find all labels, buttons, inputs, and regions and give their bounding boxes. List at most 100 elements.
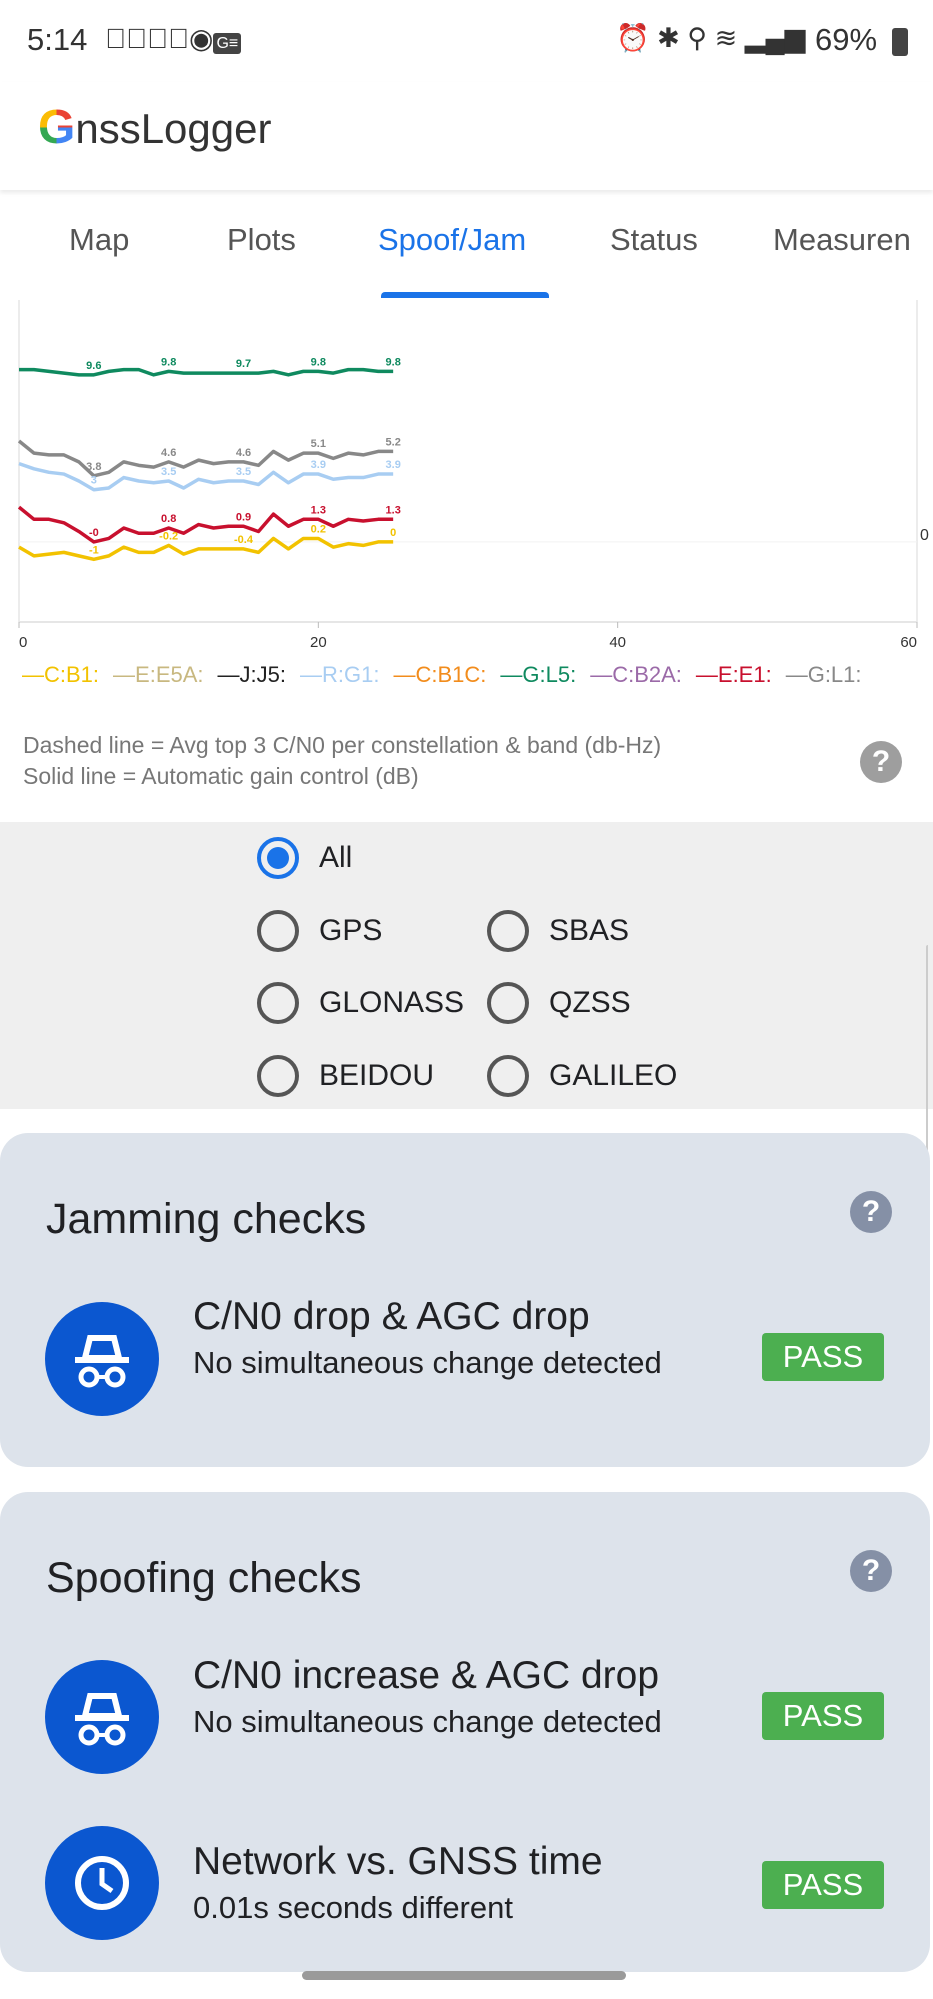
check-circle-icon: ✓⃝ (147, 23, 189, 54)
radio-all[interactable]: All (257, 837, 352, 879)
data-label: 3 (91, 475, 97, 487)
data-label: 9.8 (311, 356, 326, 368)
alarm-icon: ⏰ (616, 23, 650, 53)
legend-item: —R:G1: (299, 662, 380, 687)
data-label: 9.7 (236, 358, 251, 370)
clock: 5:14 (27, 22, 88, 57)
series-line-g-l1 (17, 439, 394, 478)
cn0-agc-chart: 0 20 40 60 0 9.6 9.8 9.7 9.8 9.8 3.8 4.6 4.6 5.1 5.2 3 3… (17, 300, 929, 651)
dashed-line-note: Dashed line = Avg top 3 C/N0 per constel… (23, 732, 662, 758)
data-label: 0 (390, 527, 396, 539)
chart-help-icon[interactable]: ? (860, 741, 902, 783)
data-label: 9.6 (86, 360, 101, 372)
data-label: 0.9 (236, 511, 251, 523)
status-badge: PASS (762, 1692, 884, 1740)
battery-level: 69% (815, 22, 878, 57)
data-label: 5.1 (311, 438, 326, 450)
constellation-filter: All GPS SBAS GLONASS QZSS BEIDOU GALILEO (0, 822, 933, 1109)
check-subtitle: 0.01s seconds different (193, 1890, 513, 1925)
card-title: Jamming checks (46, 1195, 367, 1243)
app-bar: GnssLogger (0, 82, 933, 190)
jamming-checks-card: Jamming checks ? C/N0 drop & AGC drop No… (0, 1133, 930, 1467)
radio-gps[interactable]: GPS (257, 910, 382, 952)
gesture-nav-bar[interactable] (302, 1971, 626, 1980)
legend-item: —J:J5: (217, 662, 286, 687)
radio-qzss[interactable]: QZSS (487, 982, 631, 1024)
tab-map[interactable]: Map (69, 222, 130, 257)
data-label: 4.6 (236, 447, 251, 459)
status-badge: PASS (762, 1861, 884, 1909)
data-label: 9.8 (386, 356, 401, 368)
data-label: 3.5 (236, 466, 251, 478)
legend-item: —C:B1C: (393, 662, 487, 687)
legend-item: —E:E5A: (113, 662, 204, 687)
tab-measurements[interactable]: Measuren (773, 222, 911, 257)
legend-item: —C:B1: (22, 662, 100, 687)
data-label: 5.2 (386, 436, 401, 448)
x-tick-label: 0 (19, 634, 27, 651)
chart-legend: —C:B1: —E:E5A: —J:J5: —R:G1: —C:B1C: —G:L5: —C… (22, 658, 922, 692)
solid-line-note: Solid line = Automatic gain control (dB) (23, 763, 419, 789)
status-badge: PASS (762, 1333, 884, 1381)
radio-galileo[interactable]: GALILEO (487, 1055, 677, 1097)
x-tick-label: 40 (609, 634, 626, 651)
data-label: 1.3 (311, 504, 326, 516)
radio-button[interactable] (487, 1055, 529, 1097)
google-g-logo: G (38, 101, 76, 154)
tab-status[interactable]: Status (610, 222, 698, 257)
tab-indicator (381, 292, 549, 298)
check-title: Network vs. GNSS time (193, 1840, 603, 1883)
data-label: 4.6 (161, 447, 176, 459)
data-label: 3.8 (86, 461, 101, 473)
series-line-c-b1 (18, 536, 394, 562)
check-title: C/N0 increase & AGC drop (193, 1654, 660, 1697)
legend-item: —E:E1: (695, 662, 772, 687)
tab-plots[interactable]: Plots (227, 222, 296, 257)
radio-button[interactable] (257, 910, 299, 952)
data-label: 1.3 (386, 504, 401, 516)
data-label: 3.5 (161, 466, 176, 478)
radio-button[interactable] (257, 837, 299, 879)
data-label: 0.2 (311, 523, 326, 535)
data-label: -0 (89, 527, 99, 539)
data-label: 3.9 (311, 459, 326, 471)
radio-sbas[interactable]: SBAS (487, 910, 629, 952)
radio-button[interactable] (487, 982, 529, 1024)
bluetooth-icon: ✱ (657, 23, 680, 53)
battery-charging-icon (892, 28, 908, 56)
radio-button[interactable] (257, 982, 299, 1024)
check-circle-icon: ✓⃝ (105, 23, 147, 54)
x-tick-label: 20 (310, 634, 327, 651)
data-label: -0.2 (159, 530, 178, 542)
radio-glonass[interactable]: GLONASS (257, 982, 464, 1024)
card-title: Spoofing checks (46, 1554, 362, 1602)
clock-icon (45, 1826, 159, 1940)
location-icon: ⚲ (687, 23, 708, 53)
series-line-r-g1 (18, 461, 394, 492)
radio-button[interactable] (257, 1055, 299, 1097)
series-line-g-l5 (19, 367, 394, 377)
app-title: GnssLogger (38, 101, 272, 154)
data-label: 0.8 (161, 513, 176, 525)
incognito-icon (45, 1302, 159, 1416)
x-tick-label: 60 (900, 634, 917, 651)
spoofing-help-icon[interactable]: ? (850, 1550, 892, 1592)
check-subtitle: No simultaneous change detected (193, 1704, 662, 1739)
notification-icons: ✓⃝✓⃝◉ G≡ (105, 22, 242, 55)
right-axis-label: 0 (920, 527, 929, 544)
data-label: -1 (89, 544, 99, 556)
radio-beidou[interactable]: BEIDOU (257, 1055, 434, 1097)
spoofing-checks-card: Spoofing checks ? C/N0 increase & AGC dr… (0, 1492, 930, 1972)
radio-button[interactable] (487, 910, 529, 952)
gmail-icon: G≡ (213, 33, 242, 54)
tab-spoof-jam[interactable]: Spoof/Jam (378, 222, 527, 257)
signal-icon: ▂▄▆ (744, 23, 806, 53)
jamming-help-icon[interactable]: ? (850, 1191, 892, 1233)
series-line-e-e1 (17, 505, 394, 544)
community-icon: ◉ (189, 23, 214, 54)
check-subtitle: No simultaneous change detected (193, 1345, 662, 1380)
data-label: 3.9 (386, 459, 401, 471)
data-label: 9.8 (161, 356, 176, 368)
wifi-icon: ≋ (714, 23, 738, 53)
system-icons: ⏰ ✱ ⚲ ≋ ▂▄▆ (616, 22, 805, 54)
